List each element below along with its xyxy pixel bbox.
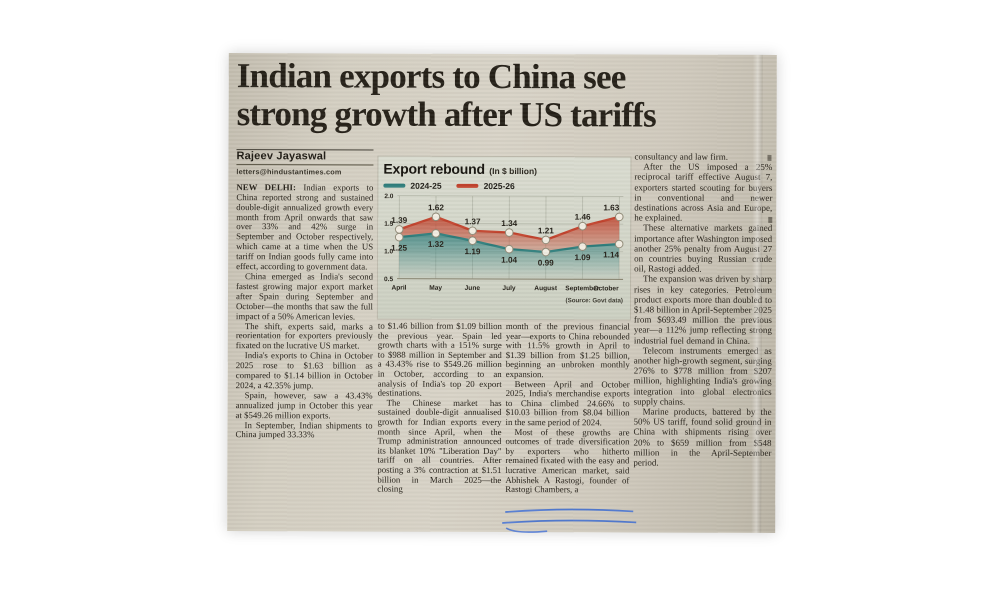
headline-line2: strong growth after US tariffs <box>236 94 656 135</box>
paragraph: Between April and October 2025, India's … <box>505 378 630 428</box>
svg-text:2.0: 2.0 <box>384 193 393 200</box>
svg-text:(Source: Govt data): (Source: Govt data) <box>566 297 623 304</box>
svg-text:1.46: 1.46 <box>575 213 591 222</box>
chart-subtitle: (In $ billion) <box>489 165 538 177</box>
svg-text:May: May <box>429 285 442 292</box>
paragraph: China emerged as India's second fastest … <box>235 271 374 322</box>
chart-plot: 2.0 1.5 1.0 0.5 1.39 1.62 1.37 1.34 1.21 1.46 1.63… <box>384 193 624 304</box>
chart-title: Export rebound <box>383 160 485 177</box>
svg-text:1.09: 1.09 <box>574 253 590 262</box>
svg-text:1.21: 1.21 <box>538 226 554 235</box>
legend-swatch-2024-25 <box>383 183 406 188</box>
svg-text:1.25: 1.25 <box>391 244 407 253</box>
column-1: Rajeev Jayaswal letters@hindustantimes.c… <box>235 149 374 441</box>
svg-text:1.63: 1.63 <box>603 203 619 212</box>
legend-swatch-2025-26 <box>456 184 479 188</box>
headline-line1: Indian exports to China see <box>236 56 626 97</box>
print-speck <box>768 216 773 223</box>
svg-text:1.5: 1.5 <box>384 221 393 228</box>
svg-text:April: April <box>391 285 406 292</box>
svg-text:1.37: 1.37 <box>465 217 481 226</box>
svg-text:1.62: 1.62 <box>428 203 444 212</box>
svg-text:August: August <box>534 285 558 292</box>
svg-text:1.14: 1.14 <box>603 250 619 259</box>
paragraph: Most of these growths are outcomes of tr… <box>505 426 630 495</box>
byline-email: letters@hindustantimes.com <box>236 166 342 177</box>
paper-crease <box>751 54 763 533</box>
paragraph-text: Indian exports to China reported strong … <box>236 182 374 272</box>
svg-text:October: October <box>593 285 619 292</box>
paragraph: The Chinese market has sustained double-… <box>377 397 502 494</box>
legend-label-2024-25: 2024-25 <box>410 180 442 191</box>
svg-text:1.04: 1.04 <box>501 256 517 265</box>
svg-text:0.5: 0.5 <box>384 276 393 283</box>
svg-text:1.34: 1.34 <box>501 219 517 228</box>
headline: Indian exports to China see strong growth… <box>236 56 771 135</box>
paragraph: In September, Indian shipments to China … <box>235 419 373 440</box>
byline: Rajeev Jayaswal letters@hindustantimes.c… <box>236 149 374 177</box>
svg-text:June: June <box>465 285 481 292</box>
legend-label-2025-26: 2025-26 <box>483 180 515 192</box>
print-speck <box>767 154 772 161</box>
svg-text:1.39: 1.39 <box>391 216 407 225</box>
export-rebound-chart: Export rebound (In $ billion) 2024-25 20… <box>377 156 631 320</box>
newspaper-clipping: Indian exports to China see strong growth… <box>227 53 777 533</box>
pen-underline-marks <box>502 508 637 533</box>
byline-author: Rajeev Jayaswal <box>236 150 327 163</box>
svg-text:0.99: 0.99 <box>538 259 554 268</box>
svg-text:1.32: 1.32 <box>428 240 444 249</box>
paragraph: month of the previous financial year—exp… <box>505 321 630 380</box>
svg-text:September: September <box>565 285 600 292</box>
column-3: month of the previous financial year—exp… <box>505 321 630 495</box>
svg-text:1.0: 1.0 <box>384 248 393 255</box>
chart-header: Export rebound (In $ billion) <box>383 161 625 180</box>
paragraph: NEW DELHI: Indian exports to China repor… <box>236 181 374 273</box>
svg-text:1.19: 1.19 <box>464 247 480 256</box>
byline-rule-bottom <box>236 163 374 166</box>
paragraph: to $1.46 billion from $1.09 billion the … <box>377 320 502 398</box>
svg-text:July: July <box>502 285 516 292</box>
dateline: NEW DELHI: <box>236 181 296 193</box>
paragraph: Spain, however, saw a 43.43% annualized … <box>235 389 373 421</box>
paragraph: The shift, experts said, marks a reorien… <box>235 320 373 351</box>
column-2: to $1.46 billion from $1.09 billion the … <box>377 320 502 495</box>
paragraph: India's exports to China in October 2025… <box>235 350 373 391</box>
